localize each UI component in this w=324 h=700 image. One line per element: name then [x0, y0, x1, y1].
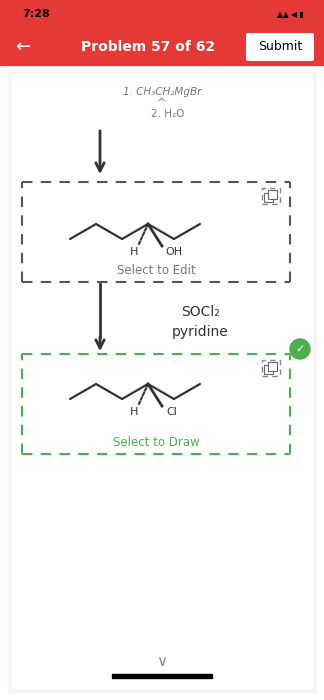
Text: Cl: Cl	[167, 407, 178, 417]
Bar	[22, 354, 290, 454]
Text: Submit: Submit	[258, 41, 302, 53]
Text: OH: OH	[166, 247, 182, 257]
Text: H: H	[130, 407, 138, 417]
Bar	[268, 190, 277, 199]
Text: SOCl₂: SOCl₂	[180, 305, 219, 319]
Text: pyridine: pyridine	[172, 325, 228, 339]
Text: ✓: ✓	[295, 344, 305, 354]
Circle shape	[290, 339, 310, 359]
Bar	[0, 0, 324, 28]
FancyBboxPatch shape	[262, 188, 280, 204]
Bar	[268, 362, 277, 371]
Text: 7:28: 7:28	[22, 9, 50, 19]
Text: Select to Edit: Select to Edit	[117, 263, 195, 276]
Text: ←: ←	[15, 38, 30, 56]
Text: 2. H₂O: 2. H₂O	[151, 109, 185, 119]
Text: ∨: ∨	[156, 654, 168, 669]
FancyBboxPatch shape	[262, 360, 280, 376]
Bar	[8, 72, 316, 692]
Text: H: H	[130, 247, 138, 257]
Bar	[22, 182, 290, 282]
FancyBboxPatch shape	[246, 33, 314, 61]
Text: Problem 57 of 62: Problem 57 of 62	[81, 40, 215, 54]
Text: 1. CH₃CH₂MgBr: 1. CH₃CH₂MgBr	[123, 87, 201, 97]
Bar	[112, 674, 212, 678]
Bar	[12, 74, 312, 688]
Bar	[0, 28, 324, 65]
Text: Select to Draw: Select to Draw	[113, 435, 199, 449]
Text: ^: ^	[157, 98, 167, 108]
Text: ▲▲ ◀ ▮: ▲▲ ◀ ▮	[277, 10, 303, 18]
Bar	[264, 193, 273, 202]
Bar	[264, 365, 273, 374]
